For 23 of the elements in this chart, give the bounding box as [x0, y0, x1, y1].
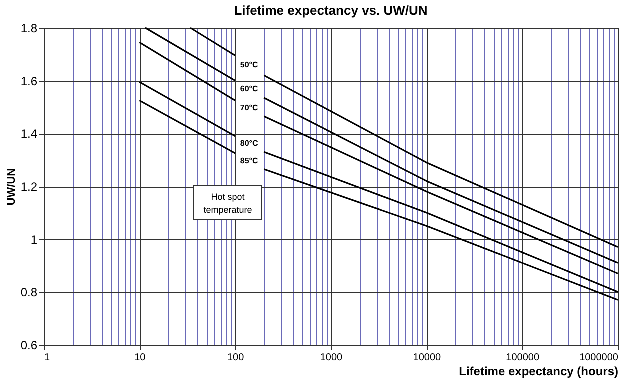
legend-title: Hot spot temperature — [204, 192, 252, 215]
x-tick-label: 10000 — [413, 352, 442, 364]
x-tick-label: 1000 — [320, 352, 344, 364]
series-label: 70°C — [240, 104, 258, 113]
y-tick-label: 1.6 — [20, 74, 38, 88]
series-label: 50°C — [240, 60, 258, 70]
x-tick-label: 100 — [227, 352, 245, 364]
x-tick-label: 1000000 — [580, 352, 619, 364]
series-label: 80°C — [240, 139, 258, 148]
y-tick-label: 0.6 — [20, 338, 38, 352]
y-tick-label: 0.8 — [20, 286, 38, 300]
y-axis-title: UW/UN — [6, 168, 18, 206]
y-tick-label: 1.4 — [20, 127, 38, 142]
x-tick-label: 10 — [134, 352, 146, 364]
series-label: 85°C — [240, 156, 258, 166]
series-label: 60°C — [240, 84, 258, 94]
x-tick-label: 1 — [44, 352, 50, 364]
y-tick-label: 1.8 — [20, 22, 38, 36]
chart-title: Lifetime expectancy vs. UW/UN — [234, 3, 428, 18]
x-tick-label: 100000 — [506, 352, 540, 364]
y-tick-label: 1 — [30, 232, 38, 247]
x-axis-title: Lifetime expectancy (hours) — [459, 364, 619, 378]
y-tick-label: 1.2 — [20, 180, 38, 194]
